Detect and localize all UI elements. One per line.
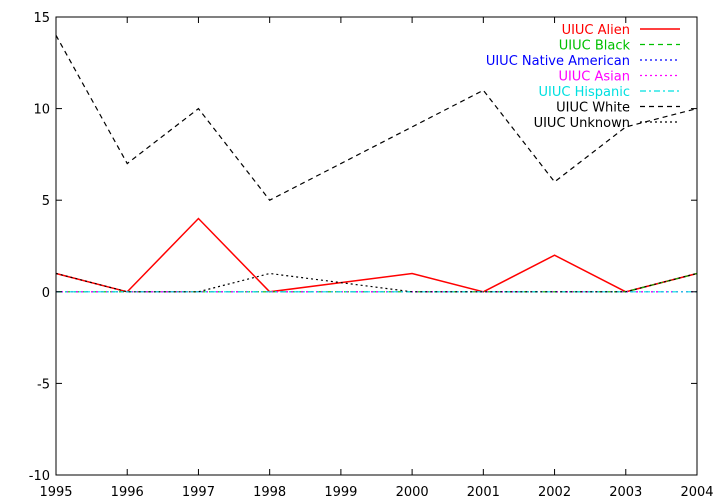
x-tick-label-2: 1997 <box>182 485 215 500</box>
series-line-1 <box>56 272 698 293</box>
y-tick-label-4: 10 <box>33 103 50 118</box>
y-tick-label-1: -5 <box>37 377 50 392</box>
y-tick-label-3: 5 <box>42 194 50 209</box>
x-axis: 1995 1996 1997 1998 1999 2000 2001 2002 2003 2004 <box>39 17 714 500</box>
legend-label-0: UIUC Alien <box>562 23 630 38</box>
x-tick-label-0: 1995 <box>39 485 72 500</box>
legend-label-4: UIUC Hispanic <box>539 85 630 100</box>
legend-label-2: UIUC Native American <box>486 54 630 69</box>
x-tick-label-4: 1999 <box>324 485 357 500</box>
series-layer <box>55 35 698 293</box>
x-tick-label-1: 1996 <box>111 485 144 500</box>
legend-label-1: UIUC Black <box>559 39 631 54</box>
series-line-6 <box>55 272 698 293</box>
x-tick-label-5: 2000 <box>396 485 429 500</box>
x-tick-label-7: 2002 <box>538 485 571 500</box>
x-tick-label-8: 2003 <box>609 485 642 500</box>
y-tick-label-2: 0 <box>42 286 50 301</box>
x-tick-label-3: 1998 <box>253 485 286 500</box>
series-line-0 <box>55 217 698 293</box>
legend-label-5: UIUC White <box>556 101 630 116</box>
plot-frame <box>55 16 698 476</box>
y-tick-label-5: 15 <box>33 11 50 26</box>
y-axis: -10 -5 0 5 10 15 <box>29 11 697 484</box>
x-tick-label-6: 2001 <box>467 485 500 500</box>
legend-label-6: UIUC Unknown <box>534 116 630 131</box>
x-tick-label-9: 2004 <box>680 485 713 500</box>
y-tick-label-0: -10 <box>29 469 50 484</box>
legend-label-3: UIUC Asian <box>558 70 630 85</box>
series-line-5 <box>55 35 698 201</box>
